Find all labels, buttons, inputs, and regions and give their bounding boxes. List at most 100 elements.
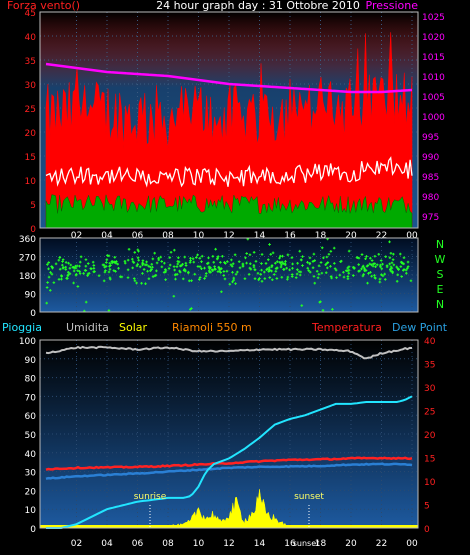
direction-point — [89, 267, 93, 271]
direction-point — [87, 272, 91, 275]
direction-point — [264, 262, 268, 265]
direction-point — [47, 267, 50, 271]
wind-tick-label: 5 — [30, 201, 36, 211]
direction-tick-label: 180 — [19, 272, 36, 282]
direction-point — [86, 262, 90, 265]
direction-point — [47, 275, 51, 279]
direction-point — [243, 277, 247, 280]
direction-point — [281, 262, 285, 265]
humidity-tick-label: 30 — [25, 469, 37, 479]
direction-point — [203, 277, 206, 280]
direction-point — [198, 276, 202, 279]
direction-point — [86, 274, 89, 277]
direction-point — [370, 274, 373, 278]
direction-point — [72, 269, 76, 273]
direction-point — [193, 272, 197, 276]
humidity-tick-label: 60 — [25, 412, 37, 422]
direction-point — [291, 266, 294, 270]
direction-point — [216, 270, 220, 273]
direction-point — [368, 262, 372, 266]
direction-point — [409, 279, 413, 283]
compass-n2: N — [436, 298, 444, 311]
pressure-tick-label: 1000 — [422, 113, 445, 123]
direction-point — [147, 264, 151, 268]
direction-point — [113, 256, 117, 259]
temp-time-tick-label: 04 — [101, 539, 113, 549]
direction-point — [258, 277, 261, 280]
direction-point — [133, 251, 137, 254]
direction-point — [219, 261, 222, 264]
direction-point — [347, 249, 351, 253]
direction-point — [362, 273, 365, 276]
direction-point — [370, 263, 373, 267]
direction-point — [381, 262, 384, 266]
direction-tick-label: 0 — [30, 309, 36, 319]
direction-point — [150, 262, 154, 266]
direction-point — [321, 308, 325, 312]
direction-point — [66, 270, 70, 274]
direction-point — [127, 248, 131, 251]
direction-point — [46, 263, 49, 266]
direction-point — [177, 256, 180, 260]
direction-point — [285, 266, 288, 270]
direction-point — [231, 280, 234, 284]
direction-point — [278, 261, 282, 264]
direction-point — [247, 273, 251, 276]
direction-point — [388, 256, 392, 260]
direction-point — [290, 256, 294, 259]
direction-point — [268, 276, 272, 279]
humidity-tick-label: 40 — [25, 450, 37, 460]
direction-point — [290, 275, 294, 278]
direction-point — [233, 253, 237, 257]
wind-tick-label: 30 — [25, 81, 37, 91]
direction-point — [379, 263, 382, 267]
direction-point — [389, 251, 393, 255]
direction-point — [207, 261, 210, 265]
direction-point — [369, 256, 372, 260]
direction-point — [230, 258, 233, 262]
direction-point — [308, 270, 312, 274]
direction-point — [352, 274, 355, 277]
direction-point — [395, 265, 398, 269]
wind-average-line — [45, 156, 413, 188]
dewpoint-line — [45, 462, 413, 480]
direction-point — [312, 252, 316, 256]
direction-point — [113, 261, 117, 264]
pressure-tick-label: 990 — [422, 153, 439, 163]
direction-point — [149, 265, 152, 269]
humidity-tick-label: 100 — [19, 337, 36, 347]
wind-tick-label: 45 — [25, 9, 36, 19]
direction-point — [178, 270, 182, 274]
temp-time-tick-label: 00 — [406, 539, 418, 549]
direction-point — [66, 274, 70, 278]
direction-point — [68, 272, 72, 276]
direction-point — [361, 274, 365, 278]
direction-point — [147, 277, 151, 281]
direction-point — [54, 262, 58, 266]
direction-point — [294, 276, 298, 279]
direction-point — [213, 265, 216, 268]
direction-point — [268, 268, 272, 272]
pressure-tick-label: 985 — [422, 173, 439, 183]
direction-point — [76, 269, 80, 273]
direction-point — [278, 256, 281, 260]
direction-point — [373, 254, 377, 258]
direction-point — [389, 265, 393, 269]
direction-point — [372, 262, 375, 266]
direction-point — [114, 270, 117, 273]
direction-point — [146, 269, 149, 273]
direction-point — [190, 307, 193, 310]
pressure-tick-label: 1025 — [422, 13, 445, 23]
direction-point — [295, 272, 299, 276]
direction-point — [189, 259, 192, 262]
direction-point — [378, 280, 382, 284]
humidity-tick-label: 10 — [25, 506, 37, 516]
compass-s: S — [437, 268, 444, 281]
direction-point — [155, 269, 158, 273]
time-tick-label: 18 — [315, 231, 327, 241]
direction-point — [141, 259, 145, 262]
direction-point — [64, 261, 68, 264]
direction-point — [342, 275, 346, 279]
direction-point — [200, 260, 203, 263]
direction-point — [229, 263, 233, 267]
